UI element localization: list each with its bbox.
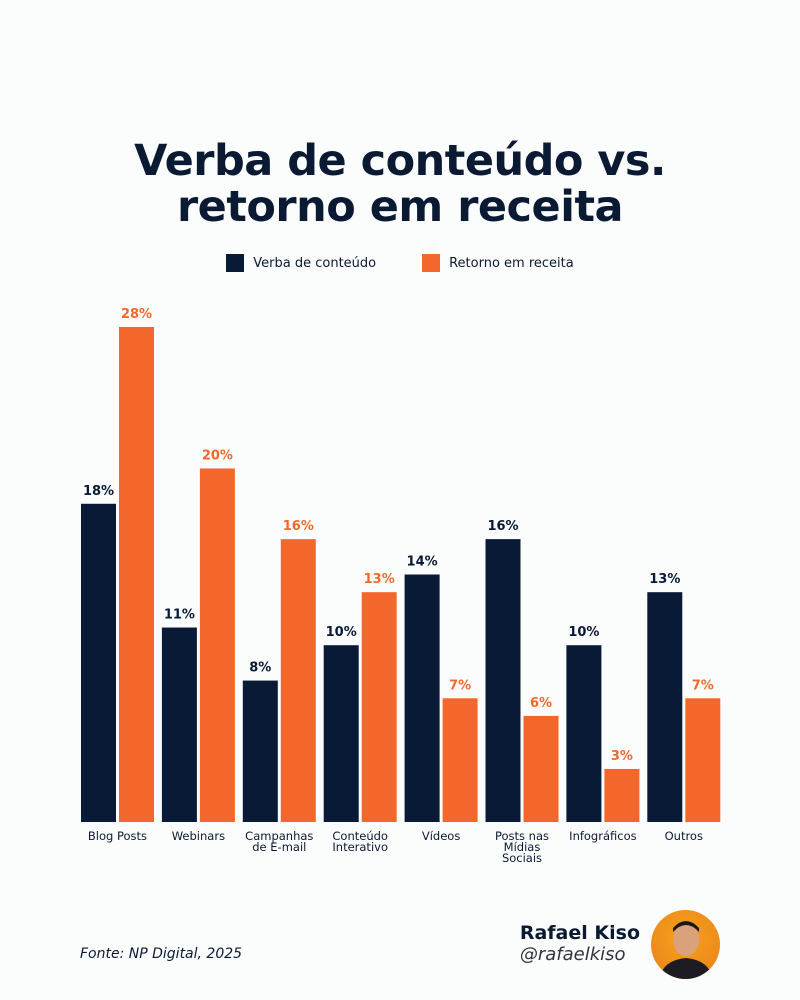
bar-retorno bbox=[523, 715, 559, 822]
data-label: 14% bbox=[407, 555, 438, 570]
category-label: de E-mail bbox=[252, 840, 306, 854]
data-label: 13% bbox=[649, 572, 680, 587]
data-label: 7% bbox=[692, 678, 714, 693]
category-label: Conteúdo bbox=[332, 829, 388, 843]
author-name: Rafael Kiso bbox=[519, 922, 640, 944]
category-label: Campanhas bbox=[245, 829, 313, 843]
data-label: 28% bbox=[121, 307, 152, 322]
author-block: Rafael Kiso @rafaelkiso bbox=[520, 922, 640, 965]
data-label: 3% bbox=[611, 749, 633, 764]
title-line-1: Verba de conteúdo vs. bbox=[134, 136, 666, 186]
bar-retorno bbox=[685, 698, 721, 822]
data-label: 16% bbox=[283, 519, 314, 534]
bar-verba bbox=[81, 503, 116, 822]
bar-verba bbox=[242, 680, 278, 822]
legend-item-verba: Verba de conteúdo bbox=[226, 254, 376, 272]
legend-item-retorno: Retorno em receita bbox=[422, 254, 574, 272]
data-label: 13% bbox=[364, 572, 395, 587]
bar-retorno bbox=[442, 698, 478, 822]
category-label: Interativo bbox=[332, 840, 388, 854]
bar-verba bbox=[566, 645, 602, 822]
data-label: 8% bbox=[249, 661, 271, 676]
legend-label: Verba de conteúdo bbox=[253, 255, 377, 271]
legend-swatch-orange bbox=[422, 254, 441, 272]
category-label: Webinars bbox=[172, 829, 225, 843]
data-label: 11% bbox=[164, 608, 195, 623]
data-label: 7% bbox=[449, 678, 471, 693]
category-label: Mídias bbox=[504, 840, 541, 854]
data-label: 6% bbox=[530, 696, 552, 711]
bar-retorno bbox=[280, 539, 316, 822]
data-label: 20% bbox=[202, 448, 233, 463]
source-note: Fonte: NP Digital, 2025 bbox=[80, 946, 243, 962]
category-label: Sociais bbox=[502, 851, 542, 865]
legend: Verba de conteúdo Retorno em receita bbox=[0, 254, 800, 272]
category-label: Posts nas bbox=[495, 829, 549, 843]
data-label: 10% bbox=[326, 625, 357, 640]
person-icon bbox=[659, 921, 713, 979]
bar-verba bbox=[647, 592, 683, 822]
data-label: 10% bbox=[568, 625, 599, 640]
author-avatar bbox=[651, 910, 720, 979]
bar-verba bbox=[323, 645, 359, 822]
title-line-2: retorno em receita bbox=[176, 182, 624, 232]
bar-retorno bbox=[199, 468, 235, 822]
category-label: Blog Posts bbox=[88, 829, 147, 843]
category-label: Outros bbox=[665, 829, 703, 843]
bar-verba bbox=[161, 627, 197, 822]
bar-retorno bbox=[361, 592, 397, 822]
bar-verba bbox=[485, 539, 521, 822]
data-label: 16% bbox=[487, 519, 518, 534]
author-handle: @rafaelkiso bbox=[519, 944, 626, 965]
category-label: Infográficos bbox=[569, 829, 636, 843]
category-label: Vídeos bbox=[422, 829, 460, 843]
bar-retorno bbox=[604, 768, 640, 822]
legend-label: Retorno em receita bbox=[449, 255, 574, 271]
chart-title: Verba de conteúdo vs. retorno em receita bbox=[0, 138, 800, 230]
bar-retorno bbox=[119, 327, 154, 822]
bar-verba bbox=[404, 574, 440, 822]
data-label: 18% bbox=[83, 484, 114, 499]
legend-swatch-navy bbox=[226, 254, 245, 272]
